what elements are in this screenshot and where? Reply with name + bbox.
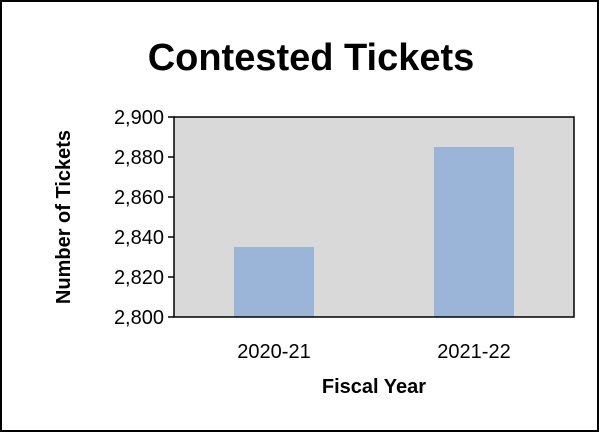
- bar-2021-22: [434, 147, 514, 317]
- chart-title: Contested Tickets: [148, 37, 475, 79]
- bars-group: [234, 147, 514, 317]
- x-tick-label: 2021-22: [437, 341, 510, 363]
- plot-border: [173, 116, 575, 318]
- x-tick-label: 2020-21: [237, 341, 310, 363]
- bar-2020-21: [234, 247, 314, 317]
- y-tick-label: 2,820: [114, 267, 164, 289]
- y-ticks-group: 2,800 2,820 2,840 2,860 2,880 2,900: [114, 107, 174, 329]
- y-tick-label: 2,880: [114, 147, 164, 169]
- x-ticks-group: 2020-21 2021-22: [237, 341, 510, 363]
- y-tick-label: 2,860: [114, 187, 164, 209]
- y-tick-label: 2,840: [114, 227, 164, 249]
- y-tick-label: 2,900: [114, 107, 164, 129]
- y-tick-label: 2,800: [114, 307, 164, 329]
- y-axis-title: Number of Tickets: [53, 130, 75, 304]
- x-axis-title: Fiscal Year: [322, 376, 426, 398]
